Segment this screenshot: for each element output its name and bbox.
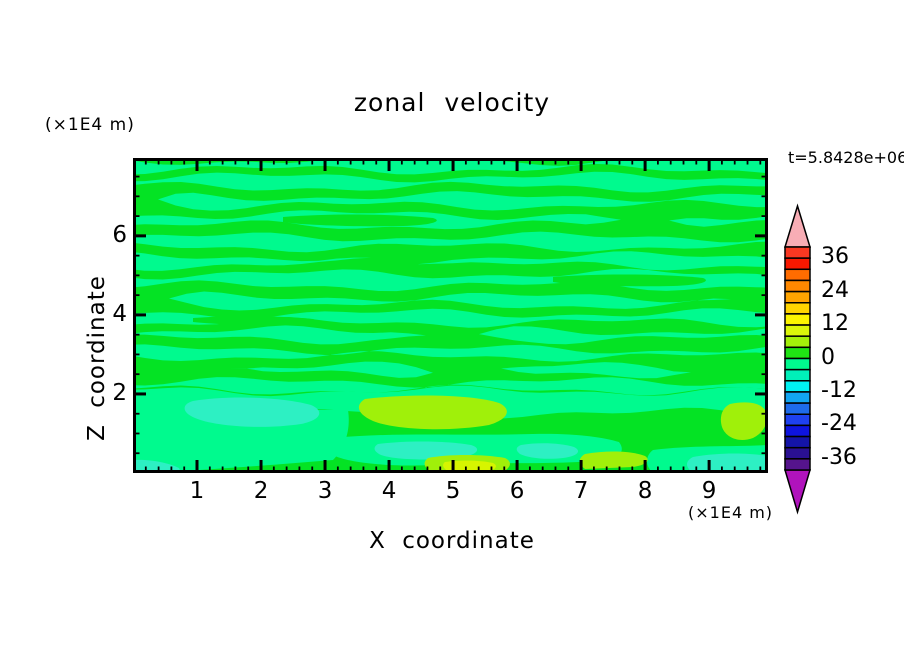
colorbar-segment [784, 357, 811, 371]
time-annotation: t=5.8428e+06 [788, 148, 904, 167]
colorbar-segment [784, 290, 811, 304]
contour-blob-turquoise [184, 397, 320, 427]
field-shapes [133, 158, 768, 473]
z-tick-label: 6 [112, 221, 127, 248]
velocity-band [158, 191, 768, 211]
velocity-band [133, 171, 768, 193]
colorbar-tick-label: 36 [821, 244, 849, 270]
colorbar-tick-label: 12 [821, 311, 849, 337]
contour-blob-chartreuse [358, 395, 507, 430]
velocity-band [133, 251, 768, 271]
colorbar-segment [784, 391, 811, 404]
x-tick-label: 8 [637, 478, 653, 504]
x-tick-label: 6 [509, 478, 525, 504]
colorbar-segment [784, 346, 811, 360]
x-axis-units-label: (×1E4 m) [688, 503, 774, 522]
colorbar-segment [784, 458, 811, 471]
contour-blob-green [193, 316, 316, 326]
colorbar-segment [784, 413, 811, 427]
colorbar-segment [784, 435, 811, 449]
colorbar-over-arrow [783, 203, 812, 248]
colorbar-segment [784, 424, 811, 438]
plot-area [133, 158, 768, 473]
colorbar-segment [784, 324, 811, 337]
contour-blob-yellow [443, 460, 496, 472]
colorbar-tick-label: -36 [821, 444, 857, 470]
z-axis-units-label: (×1E4 m) [45, 115, 135, 135]
colorbar-segment [784, 446, 811, 460]
colorbar-tick-label: -12 [821, 377, 857, 403]
x-axis-title: X coordinate [369, 528, 535, 554]
velocity-band [133, 308, 768, 328]
velocity-band [229, 361, 691, 379]
x-tick-label: 5 [445, 478, 461, 504]
contour-field [133, 158, 768, 473]
x-tick-label: 3 [317, 478, 333, 504]
colorbar-tick-label: 0 [821, 344, 835, 370]
z-tick-label: 4 [112, 300, 127, 327]
contour-blob-green [553, 274, 706, 287]
x-tick-label: 2 [253, 478, 269, 504]
velocity-band [169, 291, 731, 311]
x-tick-label: 1 [189, 478, 205, 504]
colorbar [783, 203, 812, 515]
contour-blob-turquoise [516, 443, 579, 459]
colorbar-segment [784, 268, 811, 282]
x-tick-label: 7 [573, 478, 589, 504]
colorbar-under-arrow [783, 469, 812, 515]
velocity-band [133, 268, 768, 292]
z-axis-title: Z coordinate [84, 275, 110, 441]
colorbar-segment [784, 380, 811, 393]
velocity-band [133, 325, 768, 345]
contour-blob-chartreuse [720, 402, 767, 440]
velocity-band [133, 210, 768, 230]
colorbar-segment [784, 368, 811, 382]
chart-title: zonal velocity [353, 88, 551, 117]
colorbar-segment [784, 302, 811, 315]
contour-blob-chartreuse [579, 451, 648, 469]
colorbar-segment [784, 257, 811, 271]
colorbar-tick-label: 24 [821, 277, 849, 303]
plot-frame [133, 158, 768, 473]
velocity-band [133, 231, 768, 253]
velocity-band [133, 158, 768, 175]
x-tick-label: 4 [381, 478, 397, 504]
velocity-band [133, 344, 768, 362]
colorbar-segment [784, 279, 811, 293]
x-tick-label: 9 [701, 478, 717, 504]
colorbar-segment [784, 335, 811, 349]
velocity-band [133, 377, 768, 396]
contour-blob-green [283, 214, 437, 227]
colorbar-tick-label: -24 [821, 411, 857, 437]
colorbar-segment [784, 246, 811, 259]
colorbar-segment [784, 402, 811, 416]
z-tick-label: 2 [112, 379, 127, 406]
contour-blob-turquoise [374, 441, 478, 460]
colorbar-segment [784, 313, 811, 326]
